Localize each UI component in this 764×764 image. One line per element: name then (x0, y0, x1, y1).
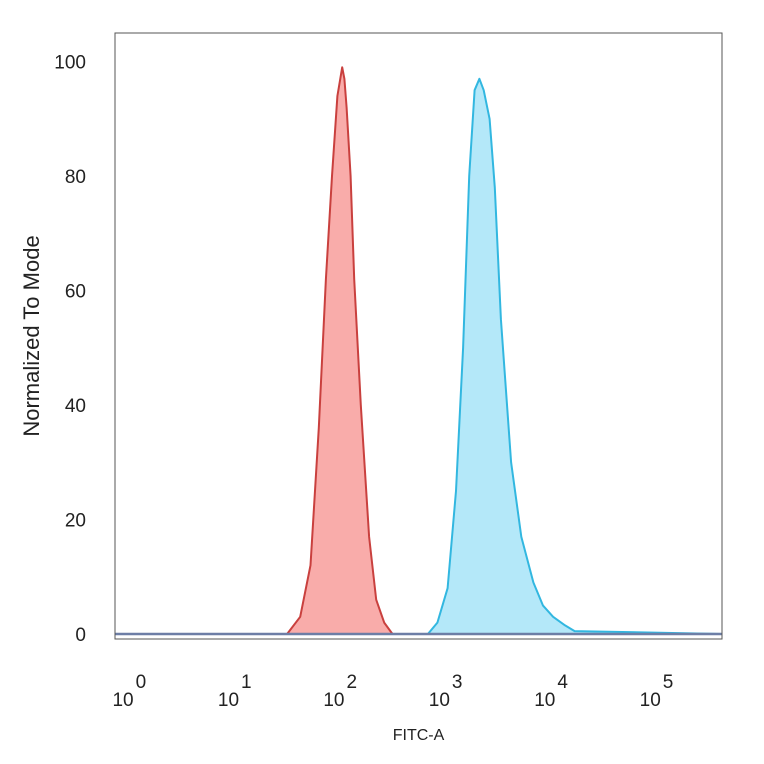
x-tick-label: 102 (323, 672, 357, 711)
y-tick-label: 40 (65, 396, 86, 417)
x-tick-label: 104 (534, 672, 568, 711)
y-tick-label: 20 (65, 511, 86, 532)
x-axis-label: FITC-A (393, 727, 445, 744)
x-tick-label: 100 (112, 672, 146, 711)
y-axis-label: Normalized To Mode (19, 235, 44, 436)
histogram-curves (115, 66, 723, 635)
series-1-area (115, 67, 722, 635)
y-tick-labels: 0 20 40 60 80 100 (54, 53, 86, 646)
y-tick-label: 60 (65, 282, 86, 303)
y-tick-label: 80 (65, 167, 86, 188)
x-tick-label: 103 (429, 672, 463, 711)
series-2-line (115, 77, 723, 635)
y-tick-label: 100 (54, 53, 86, 74)
x-tick-labels: 100 101 102 103 104 105 (112, 672, 673, 711)
series-2-area (115, 78, 722, 635)
x-tick-label: 101 (218, 672, 252, 711)
x-tick-label: 105 (640, 672, 674, 711)
series-1-line (115, 66, 722, 635)
y-tick-label: 0 (75, 625, 86, 646)
plot-frame (114, 32, 723, 640)
